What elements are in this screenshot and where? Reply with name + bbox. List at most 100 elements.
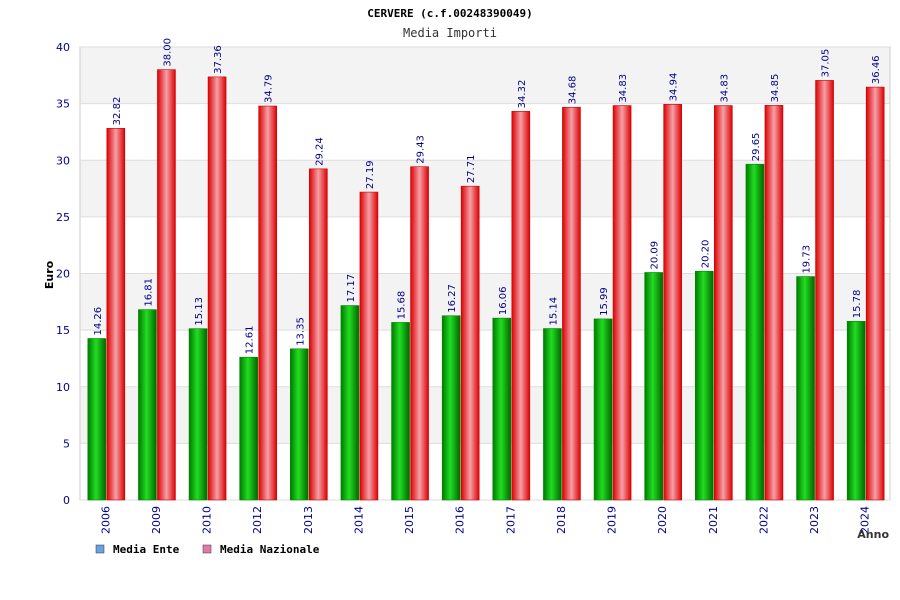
bar-media-nazionale-2006	[106, 128, 126, 501]
x-tick-label-2006: 2006	[99, 506, 112, 534]
legend-label-media-nazionale: Media Nazionale	[220, 543, 320, 556]
x-tick-label-2020: 2020	[656, 506, 669, 534]
x-tick-label-2012: 2012	[251, 506, 264, 534]
value-label-media-nazionale-2024: 36.46	[871, 55, 882, 84]
value-label-media-ente-2016: 16.27	[447, 284, 458, 313]
x-tick-label-2010: 2010	[201, 506, 214, 534]
value-label-media-nazionale-2022: 34.85	[770, 74, 781, 103]
bar-media-nazionale-2014	[359, 191, 379, 501]
bar-media-ente-2006	[87, 338, 107, 501]
bar-media-nazionale-2018	[562, 106, 581, 501]
bar-media-ente-2020	[644, 272, 663, 501]
bar-media-nazionale-2012	[258, 105, 277, 501]
bar-media-nazionale-2020	[663, 104, 682, 501]
bar-media-ente-2019	[593, 318, 613, 501]
y-tick-label: 0	[63, 494, 70, 507]
x-tick-label-2022: 2022	[757, 506, 770, 534]
y-tick-label: 10	[56, 381, 70, 394]
bar-media-nazionale-2013	[309, 168, 328, 501]
value-label-media-ente-2023: 19.73	[802, 245, 813, 274]
bar-media-ente-2024	[846, 320, 866, 501]
value-label-media-ente-2022: 29.65	[751, 133, 762, 162]
value-label-media-ente-2015: 15.68	[397, 291, 408, 320]
value-label-media-ente-2006: 14.26	[93, 307, 104, 336]
bar-media-ente-2014	[340, 305, 360, 501]
value-label-media-ente-2024: 15.78	[852, 290, 863, 319]
bar-media-nazionale-2024	[865, 86, 885, 501]
bar-media-ente-2018	[543, 328, 562, 501]
x-tick-label-2013: 2013	[302, 506, 315, 534]
bar-media-ente-2010	[188, 328, 208, 501]
bar-media-nazionale-2019	[612, 105, 632, 501]
legend-swatch-media-ente	[95, 544, 105, 554]
y-tick-label: 30	[56, 154, 70, 167]
value-label-media-ente-2014: 17.17	[346, 274, 357, 303]
y-tick-label: 20	[56, 268, 70, 281]
value-label-media-nazionale-2014: 27.19	[365, 160, 376, 189]
bar-media-nazionale-2022	[764, 105, 784, 501]
x-tick-label-2019: 2019	[606, 506, 619, 534]
value-label-media-ente-2012: 12.61	[245, 326, 256, 355]
value-label-media-ente-2009: 16.81	[143, 278, 154, 307]
value-label-media-nazionale-2015: 29.43	[416, 135, 427, 164]
value-label-media-ente-2021: 20.20	[700, 240, 711, 269]
legend-swatch-media-nazionale	[202, 544, 212, 554]
bar-media-nazionale-2021	[714, 105, 733, 501]
x-axis-label: Anno	[857, 528, 889, 541]
value-label-media-nazionale-2016: 27.71	[466, 155, 477, 184]
bar-media-nazionale-2023	[815, 80, 834, 501]
legend: Media Ente Media Nazionale	[95, 543, 320, 556]
y-axis-ticks: 0 5 10 15 20 25 30 35 40	[56, 41, 70, 507]
value-label-media-ente-2010: 15.13	[194, 297, 205, 326]
value-label-media-nazionale-2009: 38.00	[162, 38, 173, 67]
bar-media-nazionale-2017	[511, 111, 531, 501]
value-label-media-nazionale-2021: 34.83	[719, 74, 730, 103]
y-tick-label: 40	[56, 41, 70, 54]
x-axis-categories: 2006 2009 2010 2012 2013 2014 2015 2016 2017 2018…	[99, 506, 871, 534]
bar-media-nazionale-2010	[207, 76, 227, 501]
y-tick-label: 35	[56, 98, 70, 111]
bar-media-ente-2023	[796, 276, 815, 501]
value-label-media-nazionale-2023: 37.05	[821, 49, 832, 78]
x-tick-label-2017: 2017	[504, 506, 517, 534]
bar-media-ente-2012	[239, 356, 258, 501]
chart-title: CERVERE (c.f.00248390049)	[367, 7, 533, 20]
bars	[87, 69, 885, 501]
bar-media-ente-2021	[695, 270, 714, 501]
bar-media-ente-2022	[745, 163, 765, 501]
x-tick-label-2016: 2016	[454, 506, 467, 534]
y-tick-label: 15	[56, 324, 70, 337]
bar-media-ente-2013	[290, 348, 309, 501]
bar-media-ente-2016	[441, 315, 461, 501]
bar-media-ente-2017	[492, 317, 512, 501]
y-axis-label: Euro	[43, 260, 56, 289]
value-label-media-nazionale-2012: 34.79	[264, 74, 275, 103]
x-tick-label-2021: 2021	[707, 506, 720, 534]
x-tick-label-2024: 2024	[859, 506, 872, 534]
bar-media-ente-2009	[138, 309, 157, 501]
chart-subtitle: Media Importi	[403, 26, 497, 40]
x-tick-label-2018: 2018	[555, 506, 568, 534]
x-tick-label-2023: 2023	[808, 506, 821, 534]
x-tick-label-2009: 2009	[150, 506, 163, 534]
value-label-media-ente-2017: 16.06	[498, 286, 509, 315]
x-tick-label-2015: 2015	[403, 506, 416, 534]
value-label-media-nazionale-2010: 37.36	[213, 45, 224, 74]
bar-media-ente-2015	[391, 322, 410, 501]
y-tick-label: 5	[63, 437, 70, 450]
value-label-media-nazionale-2013: 29.24	[314, 137, 325, 166]
plot-band	[80, 47, 890, 104]
value-label-media-nazionale-2019: 34.83	[618, 74, 629, 103]
x-tick-label-2014: 2014	[352, 506, 365, 534]
value-label-media-nazionale-2020: 34.94	[669, 73, 680, 102]
bar-media-nazionale-2016	[460, 185, 480, 501]
value-label-media-nazionale-2017: 34.32	[517, 80, 528, 109]
value-label-media-ente-2019: 15.99	[599, 287, 610, 316]
value-label-media-ente-2020: 20.09	[650, 241, 661, 270]
value-label-media-ente-2013: 13.35	[295, 317, 306, 346]
value-label-media-nazionale-2006: 32.82	[112, 97, 123, 126]
bar-media-nazionale-2009	[157, 69, 176, 501]
value-labels: 14.26 32.82 16.81 38.00 15.13 37.36 12.61 34.79…	[93, 38, 882, 354]
bar-media-nazionale-2015	[410, 166, 429, 501]
